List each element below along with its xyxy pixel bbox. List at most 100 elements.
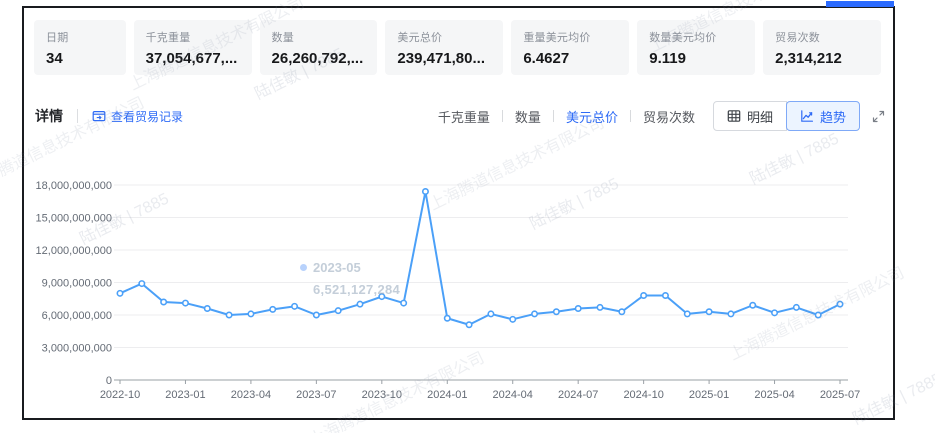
toolbar-left: 详情 查看贸易记录 (35, 106, 183, 126)
data-point[interactable] (203, 305, 211, 313)
detail-view-button[interactable]: 明细 (712, 101, 787, 131)
card-label: 贸易次数 (775, 32, 820, 44)
line-chart-icon (801, 110, 813, 122)
data-point[interactable] (792, 303, 800, 311)
data-point[interactable] (836, 300, 844, 308)
card-label: 千克重量 (145, 32, 191, 44)
summary-card-quantity: 数量 26,260,792,... (259, 20, 378, 75)
data-point[interactable] (771, 309, 779, 317)
x-tick-label: 2024-04 (493, 389, 533, 401)
x-tick-label: 2024-10 (623, 389, 663, 401)
expand-button[interactable] (872, 110, 885, 123)
data-point[interactable] (705, 308, 713, 316)
top-accent-strip (826, 1, 894, 7)
x-tick-label: 2024-01 (427, 389, 467, 401)
summary-card-qty-avg-price: 数量美元均价 9.119 (637, 20, 756, 75)
x-tick-label: 2023-07 (296, 389, 336, 401)
data-point[interactable] (596, 303, 604, 311)
data-point[interactable] (138, 280, 146, 288)
toolbar: 详情 查看贸易记录 千克重量 数量 美元总价 贸易次数 (35, 100, 885, 132)
y-tick-label: 18,000,000,000 (36, 180, 112, 192)
divider (501, 110, 503, 122)
divider (552, 110, 554, 122)
card-value: 26,260,792,... (271, 50, 364, 67)
x-tick-label: 2025-01 (689, 389, 729, 401)
summary-card-trade-count: 贸易次数 2,314,212 (763, 20, 882, 75)
data-point[interactable] (683, 310, 691, 318)
data-point[interactable] (400, 299, 408, 307)
summary-card-date: 日期 34 (34, 20, 126, 75)
y-tick-label: 6,000,000,000 (42, 310, 112, 322)
x-tick-label: 2023-04 (231, 389, 271, 401)
summary-card-weight-avg-price: 重量美元均价 6.4627 (511, 20, 630, 75)
metric-tab-quantity[interactable]: 数量 (514, 109, 541, 125)
x-tick-label: 2025-04 (754, 389, 794, 401)
card-value: 34 (46, 50, 63, 67)
view-records-icon (92, 110, 106, 122)
y-tick-label: 12,000,000,000 (36, 245, 112, 257)
table-icon (727, 110, 741, 122)
data-point[interactable] (160, 298, 168, 306)
data-point[interactable] (487, 310, 495, 318)
card-value: 37,054,677,... (145, 50, 238, 67)
metric-tab-trade-count[interactable]: 贸易次数 (642, 109, 695, 125)
series-line (119, 190, 841, 326)
data-point[interactable] (640, 292, 648, 300)
card-value: 2,314,212 (775, 50, 842, 67)
data-point[interactable] (531, 310, 539, 318)
data-point[interactable] (312, 311, 320, 319)
card-value: 9.119 (649, 50, 686, 67)
trend-button-label: 趋势 (819, 109, 846, 125)
data-point[interactable] (443, 314, 451, 322)
data-point[interactable] (574, 305, 582, 313)
data-point[interactable] (465, 321, 473, 329)
metric-tab-kg-weight[interactable]: 千克重量 (437, 109, 490, 125)
summary-card-usd-total: 美元总价 239,471,80... (385, 20, 504, 75)
detail-button-label: 明细 (746, 109, 773, 125)
data-point[interactable] (181, 299, 189, 307)
data-point[interactable] (247, 310, 255, 318)
y-tick-label: 0 (106, 375, 112, 387)
x-tick-label: 2025-07 (820, 389, 860, 401)
x-tick-label: 2024-07 (558, 389, 598, 401)
card-value: 239,471,80... (397, 50, 485, 67)
data-point[interactable] (116, 289, 124, 297)
data-point[interactable] (334, 307, 342, 315)
x-tick-label: 2023-10 (362, 389, 402, 401)
trend-view-button[interactable]: 趋势 (785, 101, 860, 131)
data-point[interactable] (225, 311, 233, 319)
y-tick-label: 15,000,000,000 (36, 213, 112, 225)
data-point[interactable] (421, 187, 429, 195)
tab-details[interactable]: 详情 (35, 108, 63, 124)
metric-tab-usd-total[interactable]: 美元总价 (565, 109, 618, 125)
view-trade-records-link[interactable]: 查看贸易记录 (92, 108, 183, 125)
x-tick-label: 2023-01 (165, 389, 205, 401)
expand-icon (872, 110, 885, 122)
divider (629, 110, 631, 122)
data-point[interactable] (618, 308, 626, 316)
x-tick-label: 2022-10 (100, 389, 140, 401)
data-point[interactable] (378, 293, 386, 301)
toolbar-right: 千克重量 数量 美元总价 贸易次数 明细 (438, 101, 885, 131)
card-label: 日期 (46, 32, 69, 44)
summary-cards: 日期 34 千克重量 37,054,677,... 数量 26,260,792,… (34, 20, 882, 75)
data-point[interactable] (727, 310, 735, 318)
data-point[interactable] (509, 315, 517, 323)
data-point[interactable] (269, 305, 277, 313)
data-point[interactable] (814, 311, 822, 319)
view-records-label: 查看贸易记录 (111, 109, 184, 124)
data-point[interactable] (552, 308, 560, 316)
y-tick-label: 9,000,000,000 (42, 278, 112, 290)
y-tick-label: 3,000,000,000 (42, 343, 112, 355)
data-point[interactable] (661, 292, 669, 300)
chart-area: 0 3,000,000,000 6,000,000,000 9,000,000,000… (24, 138, 895, 416)
card-label: 数量 (271, 32, 294, 44)
data-point[interactable] (291, 302, 299, 310)
trend-chart-svg[interactable]: 0 3,000,000,000 6,000,000,000 9,000,000,000… (24, 138, 895, 416)
data-point[interactable] (356, 300, 364, 308)
card-label: 美元总价 (397, 32, 443, 44)
card-label: 重量美元均价 (523, 32, 591, 44)
divider (77, 109, 78, 123)
data-point[interactable] (749, 301, 757, 309)
